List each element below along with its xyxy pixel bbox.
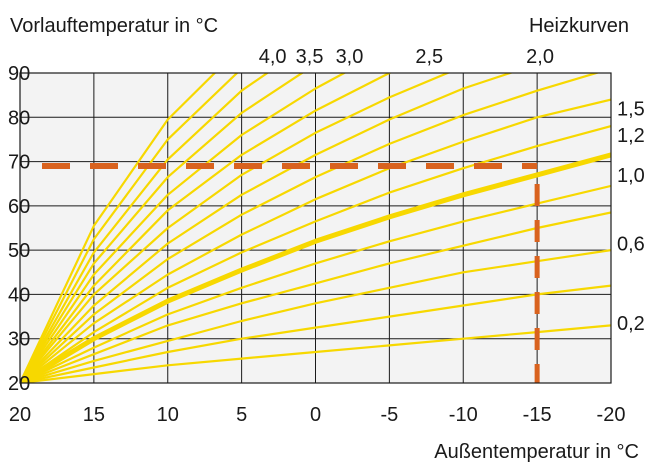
heating-curve-line — [20, 211, 611, 383]
heating-curve-line — [20, 124, 611, 383]
heating-curve-line — [20, 73, 451, 383]
heating-curves — [20, 73, 611, 383]
curve-labels-right: 1,5 1,2 1,0 0,6 0,2 — [617, 98, 645, 335]
heating-curve-line — [20, 73, 393, 383]
x-tick-label: -15 — [523, 404, 552, 426]
heating-curve-line — [20, 73, 270, 383]
x-tick-label: -10 — [449, 404, 478, 426]
y-tick-labels: 20 30 40 50 60 70 80 90 — [8, 63, 30, 395]
x-tick-label: -5 — [380, 404, 398, 426]
heating-curve-line — [20, 152, 611, 383]
curve-label-top: 3,5 — [296, 46, 324, 68]
x-tick-label: 10 — [157, 404, 179, 426]
reference-lines — [42, 163, 540, 383]
y-tick-label: 20 — [8, 373, 30, 395]
curve-label-right: 0,6 — [617, 234, 645, 256]
curve-label-right: 1,0 — [617, 165, 645, 187]
heating-curve-line — [20, 249, 611, 383]
heating-curve-line — [20, 73, 601, 383]
heating-curve-line — [20, 98, 611, 383]
curve-label-right: 1,5 — [617, 98, 645, 120]
curve-label-top: 2,5 — [415, 46, 443, 68]
x-tick-label: 5 — [236, 404, 247, 426]
y-tick-label: 70 — [8, 152, 30, 174]
heating-curve-line — [20, 73, 347, 383]
x-tick-label: 0 — [310, 404, 321, 426]
curve-label-top: 4,0 — [259, 46, 287, 68]
y-axis-title: Vorlauftemperatur in °C — [10, 15, 218, 37]
heating-curve-line — [20, 324, 611, 383]
y-tick-label: 90 — [8, 63, 30, 85]
y-tick-label: 50 — [8, 240, 30, 262]
curve-label-right: 1,2 — [617, 125, 645, 147]
heating-curve-line — [20, 73, 514, 383]
x-tick-label: -20 — [597, 404, 626, 426]
plot-frame — [19, 72, 612, 384]
x-tick-label: 15 — [83, 404, 105, 426]
heating-curve-line — [20, 73, 217, 383]
heating-curve-line — [20, 284, 611, 383]
x-axis-title: Außentemperatur in °C — [434, 441, 639, 463]
heating-curve-line — [20, 73, 239, 383]
y-tick-label: 40 — [8, 284, 30, 306]
x-tick-labels: 20 15 10 5 0 -5 -10 -15 -20 — [9, 404, 626, 426]
plot-border — [19, 72, 612, 384]
curve-labels-top: 4,0 3,5 3,0 2,5 2,0 — [259, 46, 554, 68]
curve-label-right: 0,2 — [617, 313, 645, 335]
curve-label-top: 2,0 — [526, 46, 554, 68]
y-tick-label: 60 — [8, 196, 30, 218]
x-tick-label: 20 — [9, 404, 31, 426]
curve-label-top: 3,0 — [336, 46, 364, 68]
heating-curve-line — [20, 73, 305, 383]
y-tick-label: 30 — [8, 329, 30, 351]
curves-title: Heizkurven — [529, 15, 629, 37]
heating-curve-line — [20, 184, 611, 383]
y-tick-label: 80 — [8, 107, 30, 129]
